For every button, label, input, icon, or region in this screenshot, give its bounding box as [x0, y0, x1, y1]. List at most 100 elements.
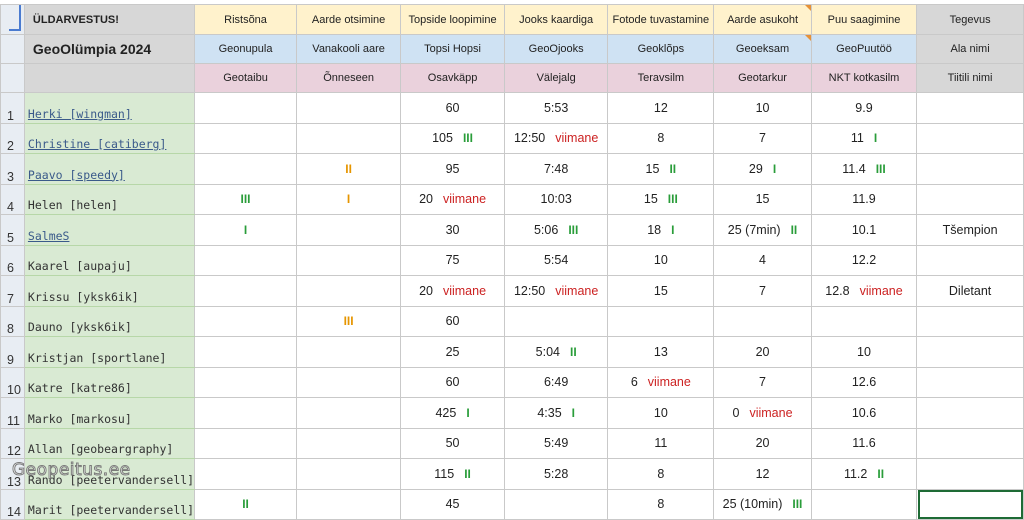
score-cell-c2[interactable]	[295, 336, 402, 368]
score-cell-c3[interactable]: 95	[400, 153, 505, 185]
score-cell-c7[interactable]: 11.6	[810, 427, 918, 459]
score-cell-c7[interactable]: 10.6	[810, 397, 918, 429]
participant-name-cell[interactable]: Helen [helen]	[23, 183, 196, 215]
score-cell-c4[interactable]: 5:04 II	[503, 336, 609, 368]
score-cell-c7[interactable]: 10	[810, 336, 918, 368]
score-cell-c6[interactable]	[713, 305, 812, 337]
score-cell-c3[interactable]: 425 I	[400, 397, 505, 429]
participant-name-cell[interactable]: Katre [katre86]	[23, 366, 196, 398]
remark-cell[interactable]	[916, 458, 1024, 490]
score-cell-c1[interactable]	[194, 92, 297, 124]
event-header-4[interactable]: Jooks kaardiga	[503, 4, 609, 35]
row-number[interactable]: 9	[0, 336, 25, 368]
score-cell-c7[interactable]: 11.2 II	[810, 458, 918, 490]
score-cell-c4[interactable]: 5:53	[503, 92, 609, 124]
score-cell-c3[interactable]: 115 II	[400, 458, 505, 490]
title-header-6[interactable]: Geotarkur	[713, 63, 812, 93]
score-cell-c7[interactable]: 11 I	[810, 122, 918, 154]
score-cell-c6[interactable]: 7	[713, 366, 812, 398]
score-cell-c7[interactable]: 9.9	[810, 92, 918, 124]
remark-cell[interactable]	[916, 305, 1024, 337]
event-header-5[interactable]: Fotode tuvastamine	[607, 4, 715, 35]
participant-name-cell[interactable]: Paavo [speedy]	[23, 153, 196, 185]
score-cell-c3[interactable]: 20 viimane	[400, 275, 505, 307]
score-cell-c4[interactable]	[503, 305, 609, 337]
participant-name-cell[interactable]: Dauno [yksk6ik]	[23, 305, 196, 337]
score-cell-c4[interactable]: 10:03	[503, 183, 609, 215]
score-cell-c7[interactable]: 12.8 viimane	[810, 275, 918, 307]
remark-cell[interactable]	[916, 397, 1024, 429]
title-name-header[interactable]: Tiitili nimi	[916, 63, 1024, 93]
remark-cell[interactable]	[916, 153, 1024, 185]
score-cell-c1[interactable]	[194, 397, 297, 429]
score-cell-c6[interactable]: 4	[713, 244, 812, 276]
score-cell-c4[interactable]: 6:49	[503, 366, 609, 398]
participant-name-cell[interactable]: Herki [wingman]	[23, 92, 196, 124]
score-cell-c2[interactable]	[295, 244, 402, 276]
score-cell-c4[interactable]: 5:54	[503, 244, 609, 276]
score-cell-c5[interactable]: 12	[607, 92, 715, 124]
participant-name-cell[interactable]: Krissu [yksk6ik]	[23, 275, 196, 307]
field-header-5[interactable]: Geoklõps	[607, 34, 715, 64]
participant-name-cell[interactable]: Rando [peetervandersell]	[23, 458, 196, 490]
score-cell-c1[interactable]	[194, 305, 297, 337]
score-cell-c6[interactable]: 12	[713, 458, 812, 490]
field-header-2[interactable]: Vanakooli aare	[295, 34, 402, 64]
score-cell-c4[interactable]: 5:49	[503, 427, 609, 459]
event-header-3[interactable]: Topside loopimine	[400, 4, 505, 35]
score-cell-c6[interactable]: 20	[713, 336, 812, 368]
event-header-7[interactable]: Puu saagimine	[810, 4, 918, 35]
score-cell-c5[interactable]: 13	[607, 336, 715, 368]
score-cell-c5[interactable]: 15	[607, 275, 715, 307]
score-cell-c2[interactable]	[295, 92, 402, 124]
participant-name-cell[interactable]: SalmeS	[23, 214, 196, 246]
blank-title-cell[interactable]	[23, 63, 196, 93]
participant-name-cell[interactable]: Christine [catiberg]	[23, 122, 196, 154]
score-cell-c5[interactable]: 6 viimane	[607, 366, 715, 398]
title-header-5[interactable]: Teravsilm	[607, 63, 715, 93]
score-cell-c3[interactable]: 20 viimane	[400, 183, 505, 215]
field-header-7[interactable]: GeoPuutöö	[810, 34, 918, 64]
score-cell-c6[interactable]: 0 viimane	[713, 397, 812, 429]
participant-name-cell[interactable]: Marko [markosu]	[23, 397, 196, 429]
row-number[interactable]: 1	[0, 92, 25, 124]
score-cell-c5[interactable]: 8	[607, 122, 715, 154]
field-name-header[interactable]: Ala nimi	[916, 34, 1024, 64]
score-cell-c1[interactable]	[194, 244, 297, 276]
score-cell-c7[interactable]: 10.1	[810, 214, 918, 246]
title-header-3[interactable]: Osavkäpp	[400, 63, 505, 93]
score-cell-c1[interactable]	[194, 427, 297, 459]
score-cell-c3[interactable]: 30	[400, 214, 505, 246]
score-cell-c3[interactable]: 60	[400, 366, 505, 398]
score-cell-c4[interactable]: 4:35 I	[503, 397, 609, 429]
score-cell-c3[interactable]: 60	[400, 305, 505, 337]
remark-cell[interactable]	[916, 92, 1024, 124]
score-cell-c6[interactable]: 7	[713, 122, 812, 154]
score-cell-c5[interactable]: 18 I	[607, 214, 715, 246]
score-cell-c2[interactable]	[295, 427, 402, 459]
row-number[interactable]: 11	[0, 397, 25, 429]
row-number[interactable]: 6	[0, 244, 25, 276]
score-cell-c1[interactable]	[194, 122, 297, 154]
score-cell-c7[interactable]	[810, 305, 918, 337]
event-header-2[interactable]: Aarde otsimine	[295, 4, 402, 35]
score-cell-c2[interactable]	[295, 214, 402, 246]
score-cell-c2[interactable]	[295, 458, 402, 490]
field-header-6[interactable]: Geoeksam	[713, 34, 812, 64]
remark-cell[interactable]	[916, 427, 1024, 459]
score-cell-c3[interactable]: 25	[400, 336, 505, 368]
score-cell-c2[interactable]	[295, 275, 402, 307]
select-all-corner[interactable]	[0, 4, 25, 35]
participant-name-cell[interactable]: Kaarel [aupaju]	[23, 244, 196, 276]
score-cell-c4[interactable]: 5:06 III	[503, 214, 609, 246]
score-cell-c1[interactable]: III	[194, 183, 297, 215]
participant-name-cell[interactable]: Allan [geobeargraphy]	[23, 427, 196, 459]
score-cell-c2[interactable]: I	[295, 183, 402, 215]
row-number[interactable]: 3	[0, 153, 25, 185]
row-number[interactable]: 2	[0, 122, 25, 154]
score-cell-c4[interactable]: 12:50 viimane	[503, 275, 609, 307]
row-number[interactable]: 4	[0, 183, 25, 215]
score-cell-c4[interactable]: 7:48	[503, 153, 609, 185]
score-cell-c1[interactable]	[194, 153, 297, 185]
score-cell-c7[interactable]: 11.4 III	[810, 153, 918, 185]
